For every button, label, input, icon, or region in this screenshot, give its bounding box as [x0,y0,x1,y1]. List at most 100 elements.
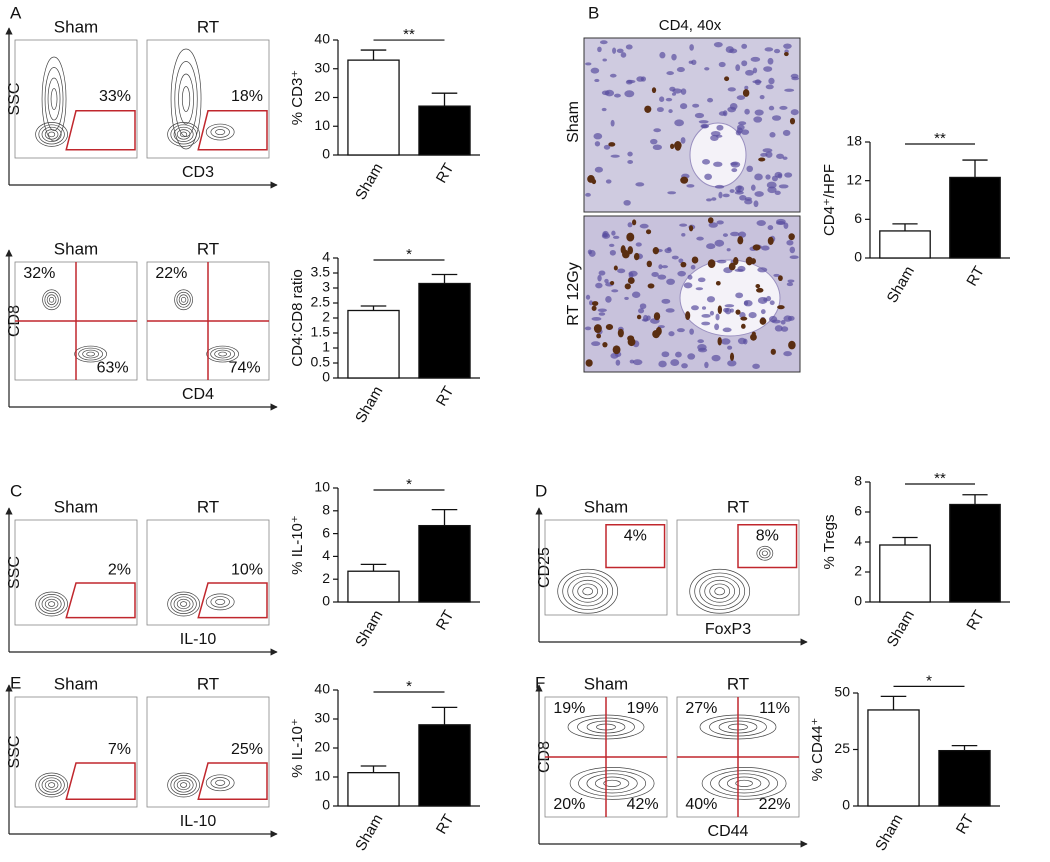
quadrant-percent: 27% [685,700,717,717]
histology-nucleus [695,287,704,291]
histology-nucleus [714,239,725,247]
quadrant-percent: 32% [23,265,55,282]
histology-stain [758,157,766,162]
histology-stain [645,229,652,235]
histology-nucleus [675,351,682,358]
histology-nucleus [735,130,742,136]
histology-stain [596,333,602,339]
histology-nucleus [769,300,775,306]
histology-row-label: Sham [565,101,582,143]
histology-nucleus [646,315,651,321]
flow-plot-title: RT [197,497,219,516]
contour [586,773,638,794]
histology-nucleus [597,308,607,313]
histology-nucleus [771,115,782,121]
histology-nucleus [704,361,709,369]
contour [48,601,56,607]
histology-stain [715,280,721,286]
histology-nucleus [786,282,794,287]
histology-stain [626,232,635,242]
contour [603,779,621,787]
y-tick-label: 2 [322,309,330,325]
flow-plot-title: RT [727,497,749,516]
flow-plot-title: Sham [584,497,628,516]
contour [41,777,62,793]
histology-image [583,37,801,213]
histology-stain [759,317,767,325]
histology-nucleus [697,344,707,351]
histology-nucleus [762,148,773,153]
histology-nucleus [637,308,645,314]
bar [347,309,400,379]
histology-nucleus [726,248,731,252]
x-tick-label: RT [433,811,458,837]
histology-nucleus [784,88,795,92]
gate-percent: 7% [108,741,131,758]
contour [699,576,741,607]
histology-nucleus [604,278,609,284]
contour [173,777,194,793]
histology-nucleus [678,258,684,264]
contour [582,587,594,596]
significance-label: * [406,246,412,263]
y-tick-label: 20 [314,739,330,755]
histology-nucleus [760,309,766,315]
flow-plot [14,519,138,626]
histology-nucleus [681,232,686,237]
histology-nucleus [716,259,727,264]
contour [210,777,230,789]
contour [180,131,188,138]
histology-nucleus [718,111,727,116]
histology-nucleus [702,159,711,165]
bar [418,724,471,807]
histology-nucleus [754,109,764,116]
bar [418,105,471,156]
y-tick-label: 3 [322,279,330,295]
histology-nucleus [741,43,748,49]
y-tick-label: 25 [834,740,850,756]
histology-stain [647,283,655,289]
histology-nucleus [627,160,634,164]
y-tick-label: 1 [322,339,330,355]
histology-nucleus [700,123,710,129]
histology-nucleus [608,243,615,247]
histology-nucleus [671,92,677,96]
histology-nucleus [768,77,775,85]
histology-stain [636,314,642,320]
contour [86,351,95,357]
y-tick-label: 0 [854,593,862,609]
histology-stain [756,287,764,293]
histology-nucleus [731,168,738,173]
histology-stain [724,76,730,82]
histology-stain [751,331,756,337]
y-tick-label: 6 [854,210,862,226]
contour [41,126,62,142]
y-tick-label: 8 [854,473,862,489]
histology-stain [653,312,661,321]
histology-nucleus [597,46,602,53]
histology-stain [591,301,599,306]
quadrant-percent: 11% [759,700,790,717]
histology-nucleus [656,107,664,113]
histology-nucleus [671,53,677,61]
x-axis-label: IL-10 [180,631,217,648]
x-tick-label: RT [963,607,988,633]
y-tick-label: 40 [314,31,330,47]
histology-nucleus [737,265,746,272]
contour [78,347,103,361]
histology-nucleus [729,102,738,110]
bar [347,59,400,156]
contour [735,779,753,787]
histology-nucleus [741,129,750,135]
histology-nucleus [635,242,642,247]
contour [44,291,59,308]
y-tick-label: 10 [314,768,330,784]
histology-nucleus [610,154,620,158]
contour [47,77,61,121]
histology-nucleus [711,354,721,362]
histology-stain [767,236,774,246]
contour [35,772,68,798]
contour [710,770,779,797]
significance-label: ** [403,26,415,43]
histology-nucleus [653,128,662,133]
